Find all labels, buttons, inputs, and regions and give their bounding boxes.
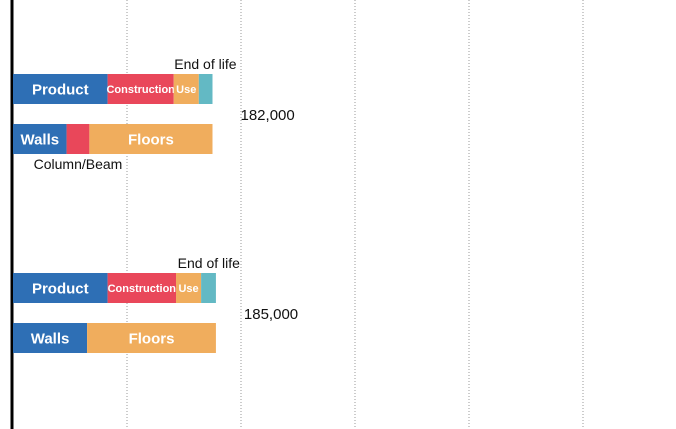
total-label: 185,000 bbox=[244, 306, 298, 323]
bar-segment-walls bbox=[13, 124, 67, 154]
bar-label-floors: Floors bbox=[129, 330, 175, 347]
bar-label-construction: Construction bbox=[108, 283, 177, 295]
bar-label-column-beam: Column/Beam bbox=[34, 156, 123, 172]
bar-segment-construction bbox=[107, 273, 177, 303]
bar-segment-use bbox=[176, 273, 202, 303]
bar-segment-column-beam bbox=[66, 124, 90, 154]
bar-label-floors: Floors bbox=[128, 131, 174, 148]
bar-segment-use bbox=[173, 74, 199, 104]
bar-label-use: Use bbox=[176, 84, 196, 96]
total-label: 182,000 bbox=[241, 107, 295, 124]
bar-segment-product bbox=[13, 74, 108, 104]
bar-segment-end-of-life bbox=[198, 74, 213, 104]
bar-segment-end-of-life bbox=[201, 273, 216, 303]
bar-segment-floors bbox=[89, 124, 213, 154]
bar-label-use: Use bbox=[178, 283, 198, 295]
bar-label-walls: Walls bbox=[20, 131, 59, 148]
bar-label-end-of-life: End of life bbox=[178, 255, 240, 271]
bar-label-product: Product bbox=[32, 280, 89, 297]
bar-segment-product bbox=[13, 273, 108, 303]
bar-label-end-of-life: End of life bbox=[174, 56, 236, 72]
bar-label-construction: Construction bbox=[106, 84, 175, 96]
bar-segment-floors bbox=[87, 323, 216, 353]
bar-segment-construction bbox=[107, 74, 174, 104]
bar-segment-walls bbox=[13, 323, 88, 353]
bar-label-walls: Walls bbox=[31, 330, 70, 347]
bar-label-product: Product bbox=[32, 81, 89, 98]
